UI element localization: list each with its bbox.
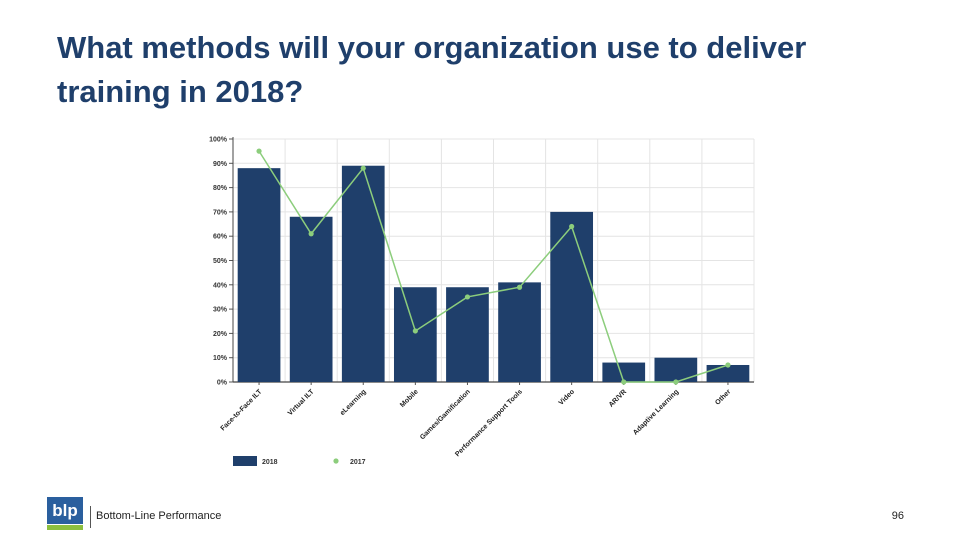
y-tick-label: 40% bbox=[213, 282, 228, 289]
point-2017 bbox=[569, 223, 575, 230]
bar-2018 bbox=[341, 165, 385, 382]
y-tick-label: 100% bbox=[209, 137, 228, 144]
y-tick-label: 60% bbox=[213, 234, 228, 241]
page-number: 96 bbox=[891, 510, 904, 522]
logo-accent-bar bbox=[47, 525, 83, 530]
point-2017 bbox=[621, 379, 627, 385]
footer-divider bbox=[90, 506, 91, 528]
legend-label-2017: 2017 bbox=[350, 459, 366, 466]
bar-2018 bbox=[393, 287, 437, 382]
bar-2018 bbox=[498, 282, 541, 382]
point-2017 bbox=[516, 284, 523, 290]
x-category-label: Adaptive Learning bbox=[632, 388, 680, 436]
bar-2018 bbox=[446, 287, 489, 382]
point-2017 bbox=[464, 294, 471, 300]
y-tick-label: 20% bbox=[213, 331, 228, 338]
y-tick-label: 10% bbox=[213, 355, 228, 362]
point-2017 bbox=[412, 328, 418, 334]
legend-swatch-2018 bbox=[233, 456, 257, 466]
y-tick-label: 80% bbox=[213, 185, 228, 192]
slide-title: What methods will your organization use … bbox=[57, 30, 807, 109]
y-tick-label: 70% bbox=[213, 209, 228, 216]
x-category-label: Mobile bbox=[399, 388, 420, 409]
x-category-label: Video bbox=[558, 388, 576, 406]
point-2017 bbox=[673, 379, 679, 385]
bar-2018 bbox=[654, 357, 698, 382]
point-2017 bbox=[725, 362, 731, 368]
point-2017 bbox=[308, 231, 314, 237]
point-2017 bbox=[360, 165, 366, 171]
footer-company-name: Bottom-Line Performance bbox=[96, 510, 222, 522]
bar-2018 bbox=[550, 211, 594, 382]
x-category-label: Other bbox=[714, 388, 732, 406]
legend-label-2018: 2018 bbox=[262, 459, 278, 466]
bar-2018 bbox=[289, 216, 333, 382]
logo-text: blp bbox=[47, 497, 83, 524]
line-2017 bbox=[258, 150, 729, 383]
x-category-label: Virtual ILT bbox=[287, 388, 316, 417]
x-category-label: eLearning bbox=[339, 388, 368, 417]
y-tick-label: 50% bbox=[213, 258, 228, 265]
x-category-label: Face-to-Face ILT bbox=[220, 388, 264, 432]
y-tick-label: 30% bbox=[213, 307, 228, 314]
bar-2018 bbox=[602, 362, 646, 382]
y-tick-label: 90% bbox=[213, 161, 228, 168]
y-tick-label: 0% bbox=[217, 380, 228, 387]
x-category-label: AR/VR bbox=[608, 388, 628, 408]
point-2017 bbox=[256, 148, 262, 154]
company-logo: blp bbox=[47, 497, 83, 531]
legend-swatch-2017 bbox=[333, 458, 339, 464]
bar-2018 bbox=[237, 168, 281, 382]
x-category-label: Games/Gamification bbox=[419, 388, 472, 441]
